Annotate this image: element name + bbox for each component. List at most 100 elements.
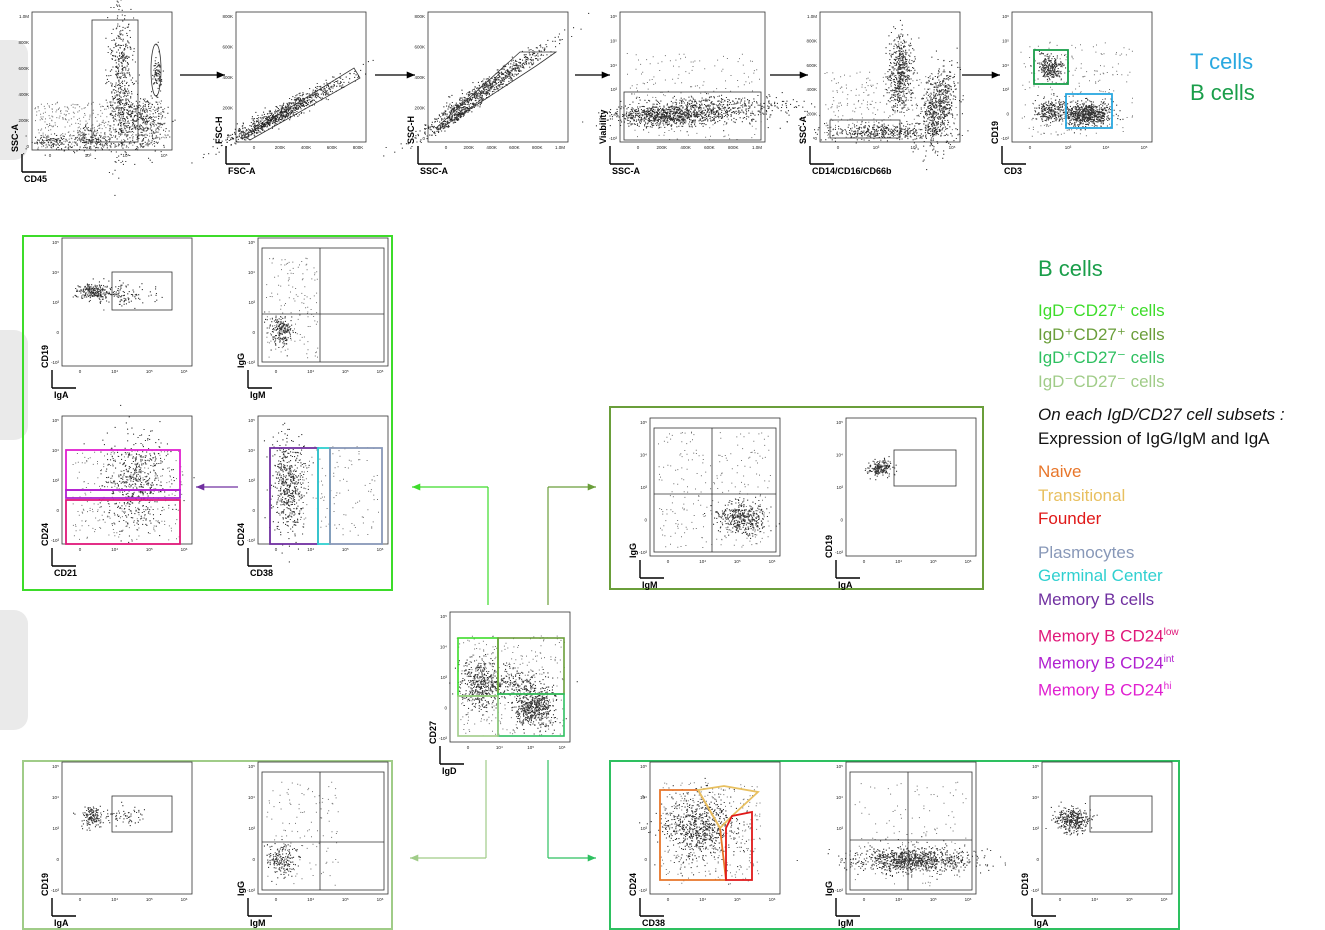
x-tick-label: 0	[49, 153, 52, 158]
x-tick-label: 10⁶	[559, 745, 566, 750]
x-tick-label: 10⁵	[1126, 897, 1133, 902]
event-dots	[626, 53, 762, 141]
y-tick-label: 10⁴	[1002, 63, 1009, 68]
x-axis-label: CD38	[250, 568, 273, 578]
y-tick-label: 10⁵	[640, 764, 647, 769]
transitional-gate	[696, 785, 760, 830]
legend-heading: B cells	[1038, 256, 1103, 281]
event-dots	[426, 91, 493, 140]
y-tick-label: -10³	[639, 888, 648, 893]
y-axis-label: SSC-H	[406, 116, 416, 144]
x-axis-label: CD45	[24, 174, 47, 184]
y-axis-label: CD24	[40, 523, 50, 546]
y-tick-label: 0	[26, 144, 29, 149]
y-tick-label: 10⁴	[248, 270, 255, 275]
y-tick-label: -10³	[247, 360, 256, 365]
plasmocytes-gate	[329, 447, 383, 545]
plot-p3: SSC-A SSC-H 800K 600K 400K 200K 0 0 200K 400K 600K…	[383, 11, 590, 176]
event-dots	[263, 422, 314, 563]
x-tick-label: 400K	[680, 145, 691, 150]
plot-frame	[61, 761, 193, 895]
y-tick-label: 200K	[18, 118, 29, 123]
iga-gate	[1089, 795, 1153, 833]
y-tick-label: 600K	[222, 45, 233, 50]
y-tick-label: 10⁴	[610, 63, 617, 68]
y-axis-label: IgG	[236, 353, 246, 368]
y-axis-label: SSC-A	[798, 115, 808, 144]
event-dots	[264, 311, 297, 357]
x-axis-label: IgM	[250, 918, 266, 928]
x-tick-label: 800K	[728, 145, 739, 150]
legend-germinal-center: Germinal Center	[1038, 566, 1163, 585]
x-axis-label: IgM	[642, 580, 658, 590]
arrow-memory-head	[196, 483, 205, 491]
t-cells-label: T cells	[1190, 49, 1254, 74]
y-tick-label: 10⁴	[248, 448, 255, 453]
x-tick-label: 10⁵	[734, 559, 741, 564]
x-tick-label: 0	[667, 559, 670, 564]
plot-p2: FSC-A FSC-H 800K 600K 400K 200K 0 0 200K 400K 600K…	[191, 11, 374, 176]
y-tick-label: 10⁵	[1032, 764, 1039, 769]
x-tick-label: 10⁵	[342, 547, 349, 552]
event-dots	[476, 663, 578, 707]
x-tick-label: 10⁵	[930, 897, 937, 902]
event-dots	[89, 278, 163, 311]
x-tick-label: 10⁴	[307, 547, 314, 552]
y-tick-label: 10⁴	[248, 795, 255, 800]
arrow-p2-p3-head	[406, 71, 415, 79]
x-tick-label: 0	[1059, 897, 1062, 902]
y-tick-label: 10⁶	[610, 14, 617, 19]
plot-frame	[257, 761, 389, 895]
cd24-int-gate	[65, 489, 181, 499]
event-dots	[824, 71, 957, 139]
y-axis-label: Viability	[598, 110, 608, 144]
quadrant-gate	[261, 771, 385, 891]
plot-l2: IgM IgG 10⁵ 10⁴ 10³ 0 -10³ 0 10⁴ 10⁵ 10⁶	[236, 761, 389, 928]
y-tick-label: 200K	[222, 106, 233, 111]
legend-founder: Founder	[1038, 509, 1102, 528]
y-tick-label: 400K	[414, 75, 425, 80]
arrow-p5-p6-head	[991, 71, 1000, 79]
plot-frame	[257, 415, 389, 545]
event-dots	[854, 781, 967, 887]
y-tick-label: 0	[230, 136, 233, 141]
event-dots	[72, 449, 183, 541]
arrow-p3-p4-head	[601, 71, 610, 79]
x-tick-label: 1.0M	[752, 145, 762, 150]
arrow-p1-p2-head	[216, 71, 225, 79]
y-tick-label: 200K	[414, 106, 425, 111]
event-dots	[152, 41, 164, 103]
y-tick-label: 10³	[248, 478, 255, 483]
y-tick-label: 10⁵	[440, 614, 447, 619]
event-dots	[106, 801, 145, 827]
x-axis-label: SSC-A	[420, 166, 449, 176]
x-tick-label: 10⁶	[181, 897, 188, 902]
plot-r1: IgM IgG 10⁵ 10⁴ 10³ 0 -10³ 0 10⁴ 10⁵ 10⁶	[628, 417, 781, 590]
x-tick-label: 10⁴	[111, 369, 118, 374]
y-tick-label: 10³	[610, 87, 617, 92]
x-tick-label: 0	[467, 745, 470, 750]
plot-frame	[649, 417, 781, 557]
singlets-gate	[243, 67, 361, 141]
event-dots	[864, 456, 898, 481]
x-tick-label: 600K	[509, 145, 520, 150]
x-tick-label: 10⁶	[769, 897, 776, 902]
y-tick-label: 10⁵	[52, 764, 59, 769]
plot-g2: IgM IgG 10⁵ 10⁴ 10³ 0 -10³ 0 10⁴ 10⁵ 10⁶	[236, 237, 389, 400]
y-tick-label: 400K	[18, 92, 29, 97]
y-tick-label: 0	[56, 330, 59, 335]
y-tick-label: 10⁵	[610, 38, 617, 43]
plot-frame	[427, 11, 569, 143]
plot-frame	[1041, 761, 1173, 895]
x-tick-label: 10⁵	[734, 897, 741, 902]
x-tick-label: 200K	[464, 145, 475, 150]
event-dots	[456, 635, 565, 737]
y-tick-label: -10³	[439, 736, 448, 741]
x-tick-label: 10⁴	[895, 897, 902, 902]
plot-g4: CD38 CD24 10⁵ 10⁴ 10³ 0 -10³ 0 10⁴ 10⁵ 10⁶	[236, 415, 389, 578]
y-axis-label: CD19	[40, 873, 50, 896]
y-tick-label: -10³	[247, 888, 256, 893]
y-axis-label: CD19	[990, 121, 1000, 144]
y-tick-label: 0	[644, 857, 647, 862]
x-tick-label: 10⁴	[1091, 897, 1098, 902]
